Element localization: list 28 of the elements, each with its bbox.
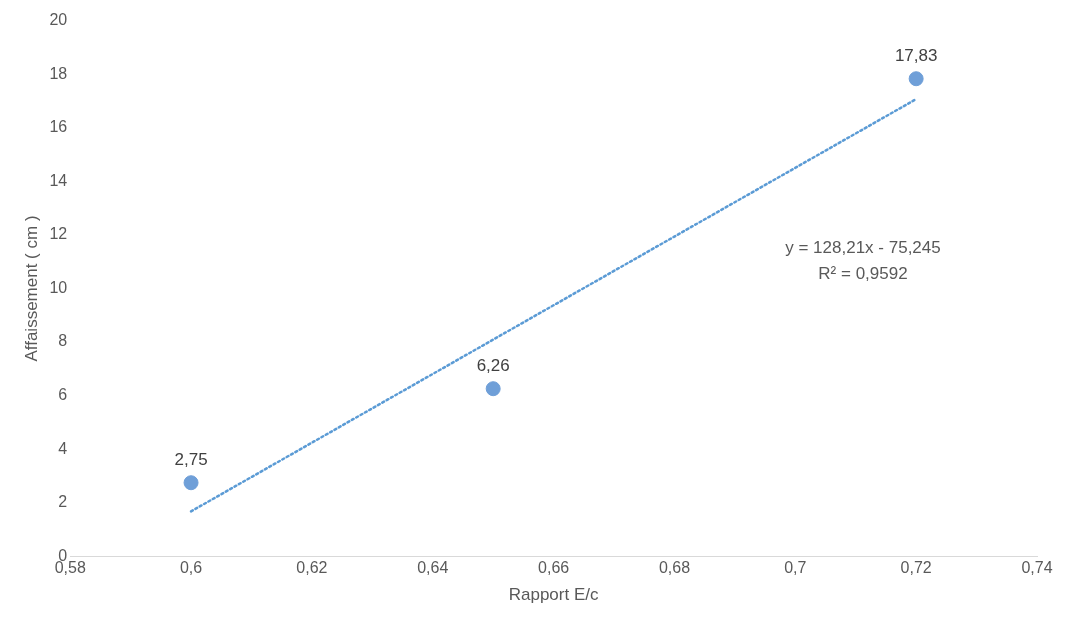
point — [485, 381, 501, 397]
x-tick-label: 0,66 — [538, 559, 570, 577]
point — [908, 71, 924, 87]
y-tick-label: 20 — [49, 11, 68, 29]
annotation: R² = 0,9592 — [818, 263, 908, 283]
data-label: 2,75 — [174, 449, 208, 469]
y-axis-title: Affaissement ( cm ) — [21, 215, 41, 362]
y-tick-label: 14 — [49, 171, 68, 189]
y-tick-label: 8 — [58, 332, 68, 350]
x-tick-label: 0,74 — [1021, 559, 1053, 577]
y-tick-label: 2 — [58, 493, 68, 511]
y-tick-label: 18 — [49, 64, 68, 82]
annotation: y = 128,21x - 75,245 — [785, 237, 941, 257]
point — [183, 475, 199, 491]
x-tick-label: 0,64 — [417, 559, 449, 577]
data-label: 17,83 — [894, 45, 938, 65]
x-tick-label: 0,6 — [179, 559, 203, 577]
x-tick-label: 0,62 — [296, 559, 328, 577]
y-tick-label: 12 — [49, 225, 68, 243]
x-axis-title: Rapport E/c — [508, 585, 599, 605]
y-tick-label: 4 — [58, 439, 68, 457]
y-tick-label: 6 — [58, 386, 68, 404]
y-tick-label: 10 — [49, 278, 68, 296]
x-tick-label: 0,7 — [784, 559, 807, 577]
data-label: 6,26 — [476, 355, 510, 375]
y-tick-label: 16 — [49, 118, 68, 136]
x-tick-label: 0,72 — [900, 559, 932, 577]
x-tick-label: 0,68 — [658, 559, 691, 577]
